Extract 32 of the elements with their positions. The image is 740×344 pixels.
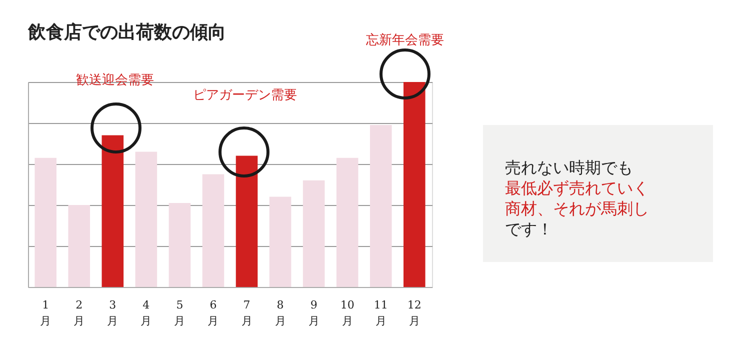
bar [336,158,358,287]
x-tick-label: 9月 [308,298,320,328]
text: 最低必ず売れていく [505,178,649,198]
x-tick-label: 4月 [140,298,152,328]
bar [202,174,224,287]
text: です！ [505,220,553,239]
annotation: 歓送迎会需要 [76,72,154,88]
bar [302,180,325,287]
bar [168,202,191,287]
x-tick-label: 3月 [107,298,118,328]
text: 忘新年会需要 [366,32,444,48]
x-tick-label: 1月 [40,298,52,328]
x-tick-label: 10月 [340,298,354,328]
bar [370,125,392,287]
chart-title: 飲食店での出荷数の傾向 [27,22,226,43]
annotation: ピアガーデン需要 [193,88,297,103]
x-tick-label: 12月 [407,298,422,328]
x-tick-label: 6月 [208,298,219,328]
x-tick-label: 11月 [374,298,388,328]
x-tick-label: 8月 [274,298,286,328]
bar [34,158,56,287]
bar [135,152,158,287]
x-tick-label: 5月 [174,298,186,328]
bar [236,156,258,287]
bar [404,82,426,287]
text: 売れない時期でも [505,158,633,178]
bar [269,196,292,287]
bar [102,135,124,287]
x-tick-label: 7月 [241,298,252,328]
bar [68,205,90,287]
x-tick-label: 2月 [74,298,85,328]
text: 商材、それが馬刺し [505,199,649,218]
